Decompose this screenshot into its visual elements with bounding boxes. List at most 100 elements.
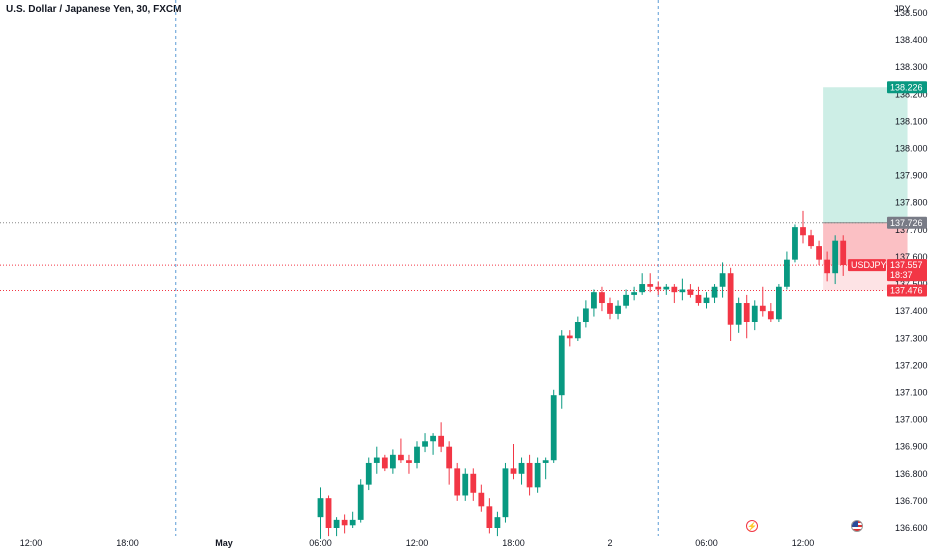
candle bbox=[438, 422, 445, 453]
candle bbox=[462, 468, 469, 501]
price-tick-label: 137.500 bbox=[895, 279, 928, 289]
candle-body bbox=[357, 484, 364, 520]
stop-price-tag-text: 137.476 bbox=[890, 286, 923, 296]
candle bbox=[502, 462, 509, 523]
candle bbox=[775, 284, 782, 322]
time-tick-label: 06:00 bbox=[695, 538, 718, 548]
symbol-tag: USDJPY bbox=[848, 259, 887, 272]
price-tick-label: 137.000 bbox=[895, 415, 928, 425]
candle-body bbox=[639, 284, 646, 293]
stop-price-tag: 137.476 bbox=[887, 284, 927, 297]
price-tick-label: 137.700 bbox=[895, 225, 928, 235]
candle-body bbox=[494, 517, 501, 528]
stop-price-tag-bg bbox=[887, 284, 927, 297]
entry-price-tag-bg bbox=[887, 216, 927, 229]
entry-price-tag: 137.726 bbox=[887, 216, 927, 229]
candle-body bbox=[623, 294, 629, 306]
candle bbox=[478, 484, 485, 512]
candle-body bbox=[470, 473, 477, 493]
price-tick-label: 138.500 bbox=[895, 8, 928, 18]
time-tick-label: 12:00 bbox=[792, 538, 815, 548]
candle bbox=[832, 235, 839, 285]
candle bbox=[623, 289, 629, 309]
candle-body bbox=[430, 435, 436, 442]
candle bbox=[430, 433, 436, 455]
candle bbox=[566, 330, 573, 347]
candle-body bbox=[800, 227, 806, 236]
candle bbox=[333, 517, 340, 537]
candle-body bbox=[373, 457, 380, 463]
candle-body bbox=[631, 292, 638, 295]
candle bbox=[365, 457, 372, 491]
candle-body bbox=[341, 519, 348, 526]
candle bbox=[671, 284, 678, 304]
candle-body bbox=[558, 335, 565, 396]
candle-body bbox=[735, 303, 742, 325]
candle bbox=[735, 297, 742, 333]
candle bbox=[743, 294, 750, 339]
candle bbox=[406, 454, 412, 474]
candle-body bbox=[414, 446, 420, 463]
candle bbox=[550, 389, 557, 463]
time-tick-label: 12:00 bbox=[20, 538, 43, 548]
candle-body bbox=[486, 506, 493, 528]
candle bbox=[679, 278, 686, 301]
candle-body bbox=[502, 468, 509, 518]
us-flag-icon[interactable] bbox=[851, 520, 863, 532]
candle bbox=[325, 495, 332, 537]
candle bbox=[574, 316, 581, 341]
target-price-tag-text: 138.226 bbox=[890, 82, 923, 92]
candle bbox=[599, 286, 605, 312]
candle-body bbox=[478, 492, 485, 507]
target-price-tag: 138.226 bbox=[887, 81, 927, 94]
candle bbox=[792, 224, 798, 263]
candle-body bbox=[679, 289, 686, 293]
candle-body bbox=[422, 441, 428, 447]
candle bbox=[470, 468, 477, 501]
price-tick-label: 136.900 bbox=[895, 442, 928, 452]
candle-body bbox=[719, 273, 726, 287]
candle-body bbox=[582, 308, 589, 322]
candle bbox=[695, 286, 702, 306]
flash-icon[interactable]: ⚡ bbox=[746, 520, 758, 532]
candle bbox=[631, 286, 638, 301]
candle bbox=[663, 284, 670, 295]
price-tick-label: 137.400 bbox=[895, 306, 928, 316]
candle bbox=[607, 297, 613, 320]
candle bbox=[639, 273, 646, 295]
profit-zone bbox=[823, 87, 908, 223]
price-tick-label: 137.300 bbox=[895, 333, 928, 343]
price-tick-label: 136.700 bbox=[895, 496, 928, 506]
price-tick-label: 137.600 bbox=[895, 252, 928, 262]
entry-price-tag-text: 137.726 bbox=[890, 218, 923, 228]
candle-body bbox=[695, 294, 702, 304]
candle-body bbox=[591, 292, 597, 309]
time-tick-label: 18:00 bbox=[502, 538, 525, 548]
price-tick-label: 137.100 bbox=[895, 387, 928, 397]
candle bbox=[349, 511, 356, 528]
candle bbox=[767, 303, 774, 322]
candle bbox=[687, 284, 694, 298]
candle-body bbox=[365, 462, 372, 485]
symbol-tag-bg bbox=[848, 259, 886, 272]
price-tick-label: 138.400 bbox=[895, 35, 928, 45]
candle-body bbox=[406, 460, 412, 463]
candle-body bbox=[711, 286, 718, 298]
candle-body bbox=[816, 246, 822, 260]
price-tick-label: 138.300 bbox=[895, 62, 928, 72]
price-level-lines bbox=[0, 222, 885, 292]
candle bbox=[389, 449, 396, 474]
price-tick-label: 138.000 bbox=[895, 144, 928, 154]
candle-body bbox=[615, 305, 621, 314]
candle bbox=[591, 289, 597, 317]
candle bbox=[381, 454, 388, 472]
candle-body bbox=[759, 305, 766, 312]
time-tick-label: 18:00 bbox=[116, 538, 139, 548]
candle-body bbox=[832, 240, 839, 274]
time-axis: 12:00 18:00 May 06:00 12:00 18:00 2 06:00 12:00 bbox=[20, 538, 815, 548]
candle-body bbox=[727, 273, 734, 325]
candle bbox=[647, 273, 654, 293]
candle bbox=[655, 281, 662, 295]
